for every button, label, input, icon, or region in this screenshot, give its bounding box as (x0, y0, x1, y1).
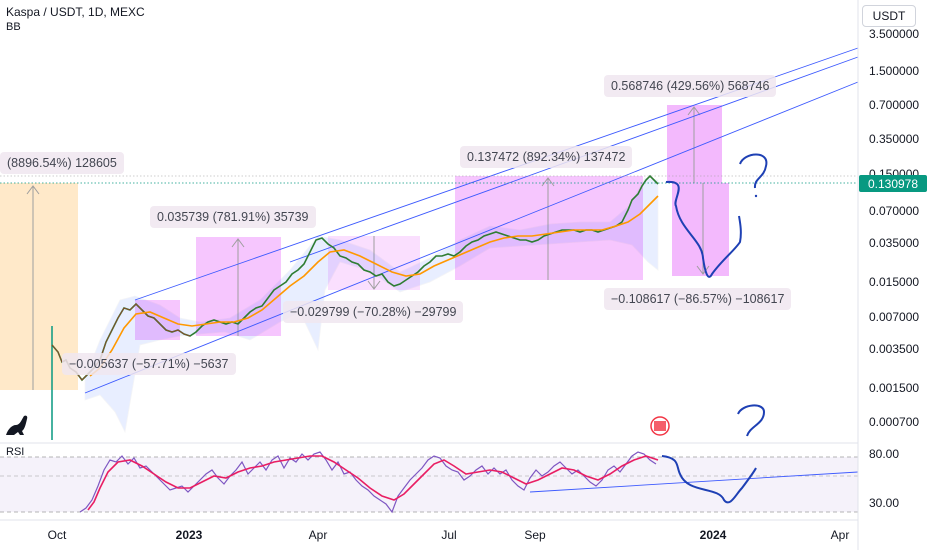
indicator-label-bb[interactable]: BB (6, 21, 21, 33)
y-tick: 0.700000 (869, 98, 920, 112)
rsi-band (0, 457, 858, 512)
rsi-pane (0, 451, 859, 514)
rsi-trend-line (529, 471, 859, 493)
indicator-label-rsi[interactable]: RSI (6, 446, 25, 458)
measure-label-2: 0.035739 (781.91%) 35739 (150, 206, 316, 228)
measure-label-3: −0.029799 (−70.28%) −29799 (283, 301, 464, 323)
rsi-tick: 30.00 (869, 496, 900, 510)
last-price-badge: 0.130978 (859, 175, 927, 192)
y-tick: 0.015000 (869, 275, 920, 289)
handdrawn-path (665, 180, 742, 278)
moving-average (89, 195, 659, 377)
measure-label-4: 0.137472 (892.34%) 137472 (460, 146, 633, 168)
measure-label-7: −0.005637 (−57.71%) −5637 (62, 353, 236, 375)
y-tick: 0.035000 (869, 236, 920, 250)
currency-selector[interactable]: USDT (862, 5, 916, 27)
y-tick: 0.070000 (869, 204, 920, 218)
measure-label-5: 0.568746 (429.56%) 568746 (604, 75, 777, 97)
rsi-tick: 80.00 (869, 447, 900, 461)
y-tick: 3.500000 (869, 27, 920, 41)
bollinger-band (84, 177, 659, 434)
symbol-title[interactable]: Kaspa / USDT, 1D, MEXC (6, 5, 145, 19)
price-pane (0, 47, 859, 440)
x-tick: 2024 (699, 528, 727, 542)
measure-label-6: −0.108617 (−86.57%) −108617 (604, 288, 792, 310)
rsi-ma-line (87, 455, 659, 511)
measure-box-2 (135, 300, 180, 340)
y-tick: 1.500000 (869, 64, 920, 78)
x-tick: Jul (441, 528, 457, 542)
measure-label-1: (8896.54%) 128605 (0, 152, 124, 174)
x-tick: Apr (308, 528, 328, 542)
y-tick: 0.350000 (869, 132, 920, 146)
x-tick: Sep (524, 528, 546, 542)
rsi-handdrawn-path (661, 455, 757, 504)
y-tick: 0.007000 (869, 310, 920, 324)
trend-line-lower (84, 81, 859, 394)
handdrawn-question-top (739, 153, 768, 189)
x-tick: Apr (830, 528, 850, 542)
measure-box-7 (672, 183, 729, 276)
y-tick: 0.000700 (869, 415, 920, 429)
y-tick: 0.001500 (869, 381, 920, 395)
tradingview-logo-icon[interactable] (4, 411, 32, 439)
y-tick: 0.003500 (869, 342, 920, 356)
x-tick: Oct (47, 528, 67, 542)
handdrawn-question-bottom (737, 404, 766, 437)
x-tick: 2023 (175, 528, 203, 542)
rsi-line (79, 451, 657, 514)
